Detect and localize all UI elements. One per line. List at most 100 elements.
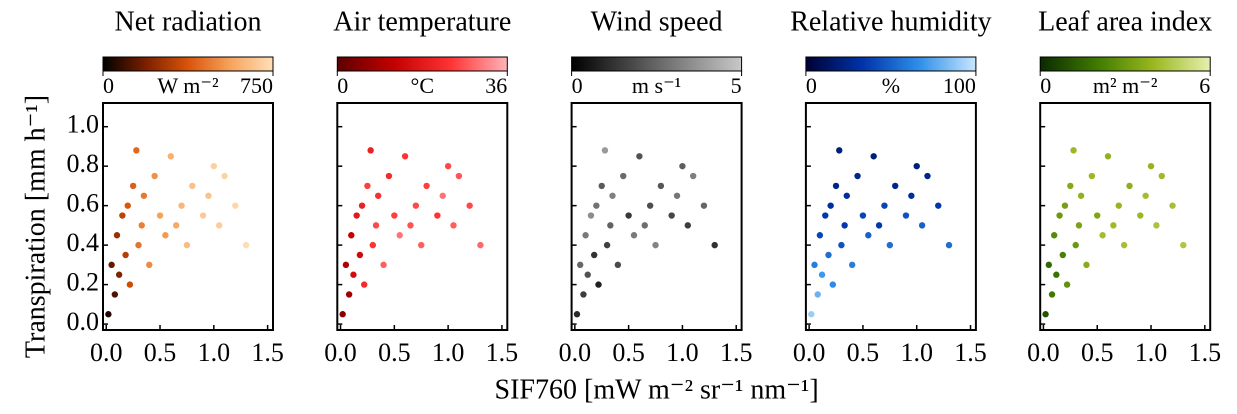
point: [353, 212, 360, 219]
point: [1120, 241, 1128, 249]
point: [1126, 182, 1133, 190]
point: [113, 232, 121, 239]
x-tick-label: 1.0: [666, 338, 699, 367]
point: [172, 222, 180, 229]
point: [450, 222, 457, 229]
point: [668, 212, 675, 219]
point: [822, 212, 829, 219]
point: [423, 182, 430, 190]
colorbar: [571, 56, 743, 72]
point: [216, 222, 223, 229]
plot-frame: [1039, 102, 1212, 331]
colorbar-unit: m² m⁻²: [1093, 73, 1158, 98]
x-tick-label: 0.5: [378, 338, 411, 367]
point: [814, 291, 821, 298]
colorbar-tick-label: 0: [103, 73, 114, 98]
x-tick-label: 0.0: [559, 338, 592, 367]
colorbar-tick-label: 750: [240, 73, 273, 98]
point: [135, 241, 142, 249]
point: [1180, 241, 1187, 249]
point: [641, 222, 648, 229]
point: [369, 241, 377, 249]
point: [1099, 232, 1106, 239]
point: [199, 212, 207, 219]
point: [679, 162, 686, 170]
point: [577, 261, 584, 269]
panel-title: Wind speed: [591, 6, 723, 37]
colorbar-tick-label: 36: [485, 73, 507, 98]
point: [836, 147, 843, 154]
point: [434, 212, 441, 219]
point: [1059, 251, 1066, 259]
point: [859, 212, 867, 219]
point: [711, 241, 718, 249]
point: [603, 241, 611, 249]
point: [625, 212, 632, 219]
point: [385, 172, 393, 180]
point: [598, 182, 605, 190]
y-tick-label: 0.0: [67, 307, 100, 336]
colorbar-unit: %: [882, 73, 900, 98]
colorbar: [805, 56, 977, 72]
point: [210, 162, 218, 170]
point: [865, 232, 872, 239]
point: [418, 241, 425, 249]
x-tick-label: 0.0: [324, 338, 357, 367]
point: [444, 162, 452, 170]
colorbar-tick-label: 0: [806, 73, 817, 98]
point: [620, 172, 627, 180]
point: [1048, 291, 1056, 298]
x-tick-label: 1.0: [900, 338, 933, 367]
point: [391, 212, 398, 219]
point: [1056, 212, 1063, 219]
point: [854, 172, 861, 180]
point: [1094, 212, 1101, 219]
point: [1075, 222, 1083, 229]
x-tick-label: 1.5: [720, 338, 753, 367]
point: [372, 222, 380, 229]
point: [832, 182, 840, 190]
point: [818, 271, 826, 278]
point: [841, 222, 848, 229]
point: [345, 291, 353, 298]
point: [1110, 222, 1117, 229]
point: [1142, 192, 1149, 199]
point: [908, 192, 915, 199]
point: [1147, 162, 1155, 170]
point: [1153, 222, 1160, 229]
point: [1137, 212, 1144, 219]
point: [162, 232, 169, 239]
point: [881, 202, 888, 209]
point: [124, 202, 131, 209]
point: [380, 261, 387, 269]
point: [126, 281, 134, 288]
point: [811, 261, 818, 269]
point: [700, 202, 708, 209]
point: [133, 147, 140, 154]
colorbar-tick-label: 5: [731, 73, 742, 98]
point: [918, 222, 926, 229]
point: [587, 212, 595, 219]
plot-frame: [570, 102, 743, 331]
x-tick-label: 0.0: [793, 338, 826, 367]
point: [630, 232, 638, 239]
point: [1063, 281, 1071, 288]
point: [573, 311, 581, 318]
y-tick-label: 1.0: [67, 110, 100, 139]
point: [1053, 271, 1060, 278]
colorbar-tick-label: 100: [943, 73, 976, 98]
colorbar-tick-label: 0: [337, 73, 348, 98]
panel-title: Net radiation: [115, 6, 262, 37]
colorbar-tick-label: 0: [1040, 73, 1051, 98]
colorbar: [102, 56, 274, 72]
point: [111, 291, 119, 298]
colorbar-tick-label: 0: [572, 73, 583, 98]
y-tick-label: 0.6: [67, 189, 100, 218]
x-tick-label: 0.5: [612, 338, 645, 367]
point: [684, 222, 692, 229]
point: [232, 202, 239, 209]
point: [374, 192, 382, 199]
point: [356, 251, 364, 259]
colorbar-tick-label: 6: [1199, 73, 1210, 98]
